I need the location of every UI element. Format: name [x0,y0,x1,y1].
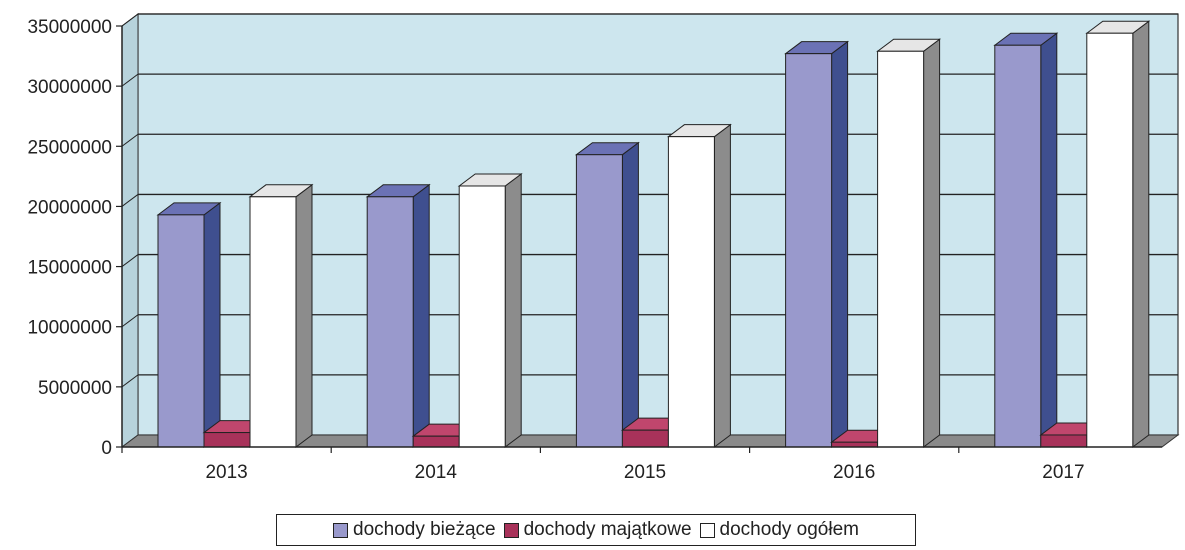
bar-side [713,123,731,448]
y-tick-label: 25000000 [27,137,112,158]
legend-swatch-dochody-majatkowe [503,522,519,538]
x-tick-label: 2014 [415,462,458,483]
legend-item-dochody-biezace: dochody bieżące [333,519,496,541]
gridline-side [121,133,139,147]
bar-front [621,429,669,448]
bar-side [1132,20,1150,448]
bar-2014-0 [365,183,431,448]
y-tick-label: 10000000 [27,318,112,339]
bar-front [785,53,833,448]
bar-front [249,196,297,448]
bar-side [1040,32,1058,448]
y-tick-label: 35000000 [27,17,112,38]
bar-2016-2 [876,38,942,448]
bar-front [575,154,623,448]
gridline-side [121,73,139,87]
bar-2015-2 [666,123,732,448]
y-tick-label: 30000000 [27,77,112,98]
legend-label: dochody majątkowe [523,519,692,540]
bar-2017-0 [993,32,1059,448]
bar-front [877,50,925,448]
legend-item-dochody-ogolem: dochody ogółem [699,519,859,541]
gridline-side [121,13,139,27]
legend-item-dochody-majatkowe: dochody majątkowe [503,519,692,541]
gridline-side [121,374,139,388]
bar-front [1086,32,1134,448]
legend-label: dochody ogółem [719,519,859,540]
bar-front [157,214,205,448]
legend-swatch-dochody-ogolem [699,522,715,538]
bar-2016-0 [784,40,850,448]
y-tick-labels: 0 5000000 10000000 15000000 20000000 25000000… [27,17,112,459]
y-tick-label: 20000000 [27,197,112,218]
bar-2014-2 [457,172,523,448]
bar-side [203,201,221,448]
y-tick-label: 0 [101,438,112,459]
x-tick-label: 2013 [205,462,247,483]
x-tick-labels: 2013 2014 2015 2016 2017 [205,462,1084,483]
bar-side [621,141,639,448]
bar-side [923,38,941,448]
x-tick-label: 2015 [624,462,666,483]
y-tick-label: 15000000 [27,258,112,279]
bar-side [831,40,849,448]
gridline-side [121,194,139,207]
axes [116,25,1162,453]
bar-side [412,183,430,448]
bar-side [504,172,522,448]
bar-2017-2 [1085,20,1151,448]
bar-front [1040,434,1088,448]
x-tick-label: 2016 [833,462,875,483]
gridline-side [121,314,139,328]
bar-2013-2 [248,183,314,448]
x-tick-label: 2017 [1042,462,1084,483]
legend: dochody bieżące dochody majątkowe dochod… [276,514,916,546]
bar-front [667,136,715,448]
bar-2015-0 [574,141,640,448]
bar-side [295,183,313,448]
bar-front [203,432,251,448]
y-tick-label: 5000000 [38,378,112,399]
plot-side-wall [121,13,139,448]
bar-front [458,185,506,448]
bar-2013-0 [156,201,222,448]
legend-label: dochody bieżące [353,519,496,540]
bars [156,20,1151,448]
legend-swatch-dochody-biezace [333,522,348,538]
bar-front [412,435,460,448]
bar-front [994,44,1042,448]
bar-front [366,196,414,448]
gridline-side [121,254,139,267]
